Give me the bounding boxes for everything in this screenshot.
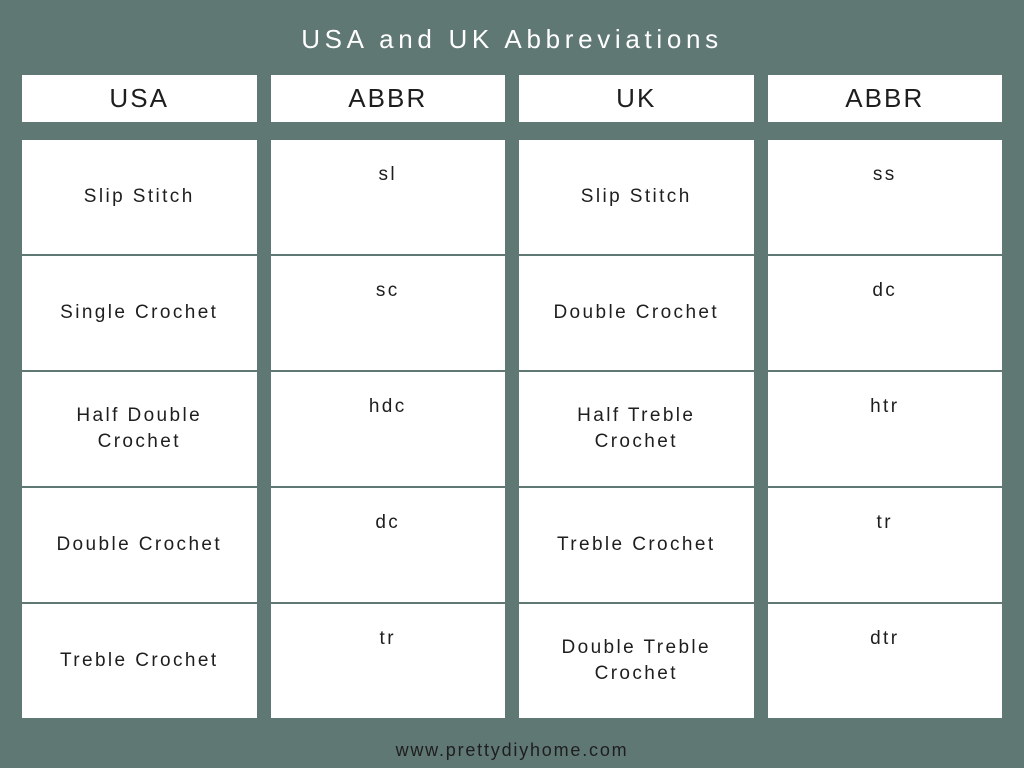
table-cell: Double Treble Crochet — [519, 604, 754, 718]
table-cell: Double Crochet — [22, 488, 257, 602]
table-cell: Double Crochet — [519, 256, 754, 370]
table-cell: tr — [768, 488, 1003, 602]
header-uk-abbr: ABBR — [768, 75, 1003, 122]
table-cell: Slip Stitch — [519, 140, 754, 254]
footer-credit: www.prettydiyhome.com — [22, 740, 1002, 761]
table-cell: tr — [271, 604, 506, 718]
table-cell: Half Treble Crochet — [519, 372, 754, 486]
page-title: USA and UK Abbreviations — [22, 24, 1002, 55]
table-cell: Slip Stitch — [22, 140, 257, 254]
abbreviation-table: USA Slip Stitch Single Crochet Half Doub… — [22, 75, 1002, 718]
header-uk: UK — [519, 75, 754, 122]
table-cell: sc — [271, 256, 506, 370]
column-body: Slip Stitch Single Crochet Half Double C… — [22, 140, 257, 718]
table-cell: htr — [768, 372, 1003, 486]
table-cell: Single Crochet — [22, 256, 257, 370]
table-cell: sl — [271, 140, 506, 254]
column-body: Slip Stitch Double Crochet Half Treble C… — [519, 140, 754, 718]
column-body: sl sc hdc dc tr — [271, 140, 506, 718]
header-usa: USA — [22, 75, 257, 122]
column-usa-abbr: ABBR sl sc hdc dc tr — [271, 75, 506, 718]
header-usa-abbr: ABBR — [271, 75, 506, 122]
table-cell: hdc — [271, 372, 506, 486]
table-cell: dc — [768, 256, 1003, 370]
table-cell: Treble Crochet — [22, 604, 257, 718]
column-uk-abbr: ABBR ss dc htr tr dtr — [768, 75, 1003, 718]
table-cell: Treble Crochet — [519, 488, 754, 602]
column-uk: UK Slip Stitch Double Crochet Half Trebl… — [519, 75, 754, 718]
table-cell: Half Double Crochet — [22, 372, 257, 486]
table-cell: dc — [271, 488, 506, 602]
column-body: ss dc htr tr dtr — [768, 140, 1003, 718]
table-cell: ss — [768, 140, 1003, 254]
table-cell: dtr — [768, 604, 1003, 718]
column-usa: USA Slip Stitch Single Crochet Half Doub… — [22, 75, 257, 718]
